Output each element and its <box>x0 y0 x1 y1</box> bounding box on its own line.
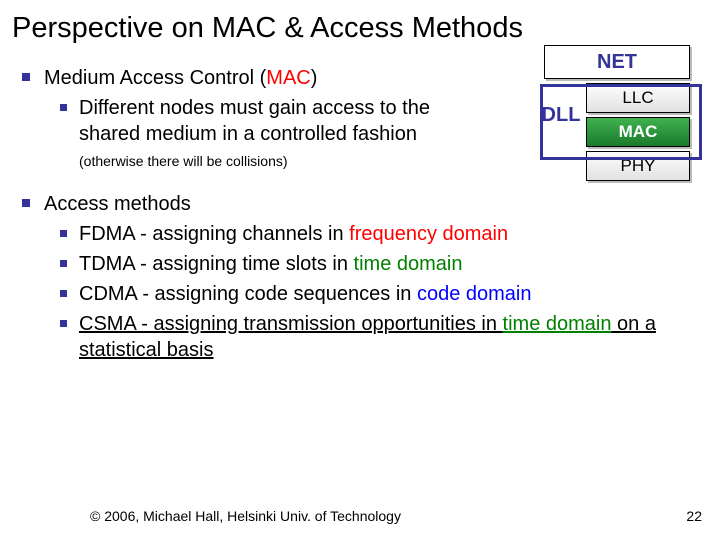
bullet-1-1-text: Different nodes must gain access to the … <box>79 95 439 173</box>
sub-wrap-2: FDMA - assigning channels in frequency d… <box>60 221 720 363</box>
t: CDMA - assigning code sequences in <box>79 283 417 305</box>
bullet-2-text: Access methods <box>44 191 684 217</box>
bullet-2-1: FDMA - assigning channels in frequency d… <box>60 221 720 247</box>
bullet-icon <box>60 230 67 237</box>
t: TDMA - assigning time slots in <box>79 253 354 275</box>
dll-row: DLL LLC MAC <box>536 83 698 147</box>
csma: CSMA - assigning transmission opportunit… <box>79 313 503 335</box>
small-note: (otherwise there will be collisions) <box>79 153 288 169</box>
page-number: 22 <box>686 508 702 524</box>
text: CSMA - assigning transmission opportunit… <box>79 311 669 363</box>
phy-box: PHY <box>586 151 690 181</box>
bullet-2-2: TDMA - assigning time slots in time doma… <box>60 251 720 277</box>
t: FDMA - assigning channels in <box>79 223 349 245</box>
llc-box: LLC <box>586 83 690 113</box>
dll-label: DLL <box>536 83 586 147</box>
mac-colored: MAC <box>266 67 310 89</box>
bullet-icon <box>60 320 67 327</box>
text: ) <box>311 67 318 89</box>
mac-box: MAC <box>586 117 690 147</box>
bullet-icon <box>60 104 67 111</box>
text: CDMA - assigning code sequences in code … <box>79 281 669 307</box>
time-domain: time domain <box>354 253 463 275</box>
code-domain: code domain <box>417 283 532 305</box>
bullet-2: Access methods <box>22 191 720 217</box>
bullet-1-text: Medium Access Control (MAC) <box>44 65 444 91</box>
bullet-2-3: CDMA - assigning code sequences in code … <box>60 281 720 307</box>
text: Medium Access Control ( <box>44 67 266 89</box>
copyright-footer: © 2006, Michael Hall, Helsinki Univ. of … <box>90 508 401 524</box>
bullet-icon <box>22 199 30 207</box>
net-layer-box: NET <box>544 45 690 79</box>
bullet-icon <box>60 260 67 267</box>
bullet-2-4: CSMA - assigning transmission opportunit… <box>60 311 720 363</box>
phy-wrap: PHY <box>586 151 698 181</box>
text: Different nodes must gain access to the … <box>79 97 430 145</box>
bullet-icon <box>60 290 67 297</box>
bullet-icon <box>22 73 30 81</box>
text: TDMA - assigning time slots in time doma… <box>79 251 669 277</box>
layer-diagram: NET DLL LLC MAC PHY <box>536 45 698 181</box>
freq-domain: frequency domain <box>349 223 508 245</box>
content-area: Medium Access Control (MAC) Different no… <box>0 45 720 363</box>
text: FDMA - assigning channels in frequency d… <box>79 221 669 247</box>
dll-stack: LLC MAC <box>586 83 690 147</box>
time-domain: time domain <box>503 313 612 335</box>
slide-title: Perspective on MAC & Access Methods <box>0 0 720 45</box>
